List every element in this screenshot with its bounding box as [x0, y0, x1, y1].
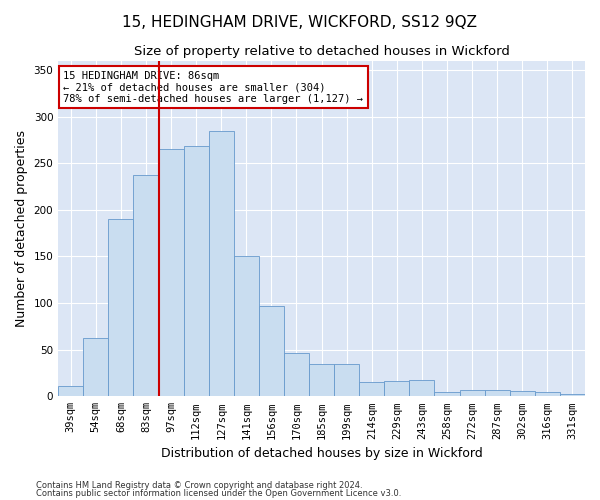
Bar [309, 364, 334, 396]
Title: Size of property relative to detached houses in Wickford: Size of property relative to detached ho… [134, 45, 509, 58]
Bar [158, 149, 184, 396]
Bar [284, 354, 309, 397]
Bar [234, 256, 259, 396]
Bar [359, 382, 385, 396]
Bar [409, 380, 434, 396]
Bar [460, 390, 485, 396]
Bar [259, 306, 284, 396]
Bar [184, 146, 209, 396]
Bar [109, 219, 133, 396]
X-axis label: Distribution of detached houses by size in Wickford: Distribution of detached houses by size … [161, 447, 482, 460]
Text: Contains HM Land Registry data © Crown copyright and database right 2024.: Contains HM Land Registry data © Crown c… [36, 480, 362, 490]
Bar [434, 392, 460, 396]
Y-axis label: Number of detached properties: Number of detached properties [15, 130, 28, 327]
Text: 15 HEDINGHAM DRIVE: 86sqm
← 21% of detached houses are smaller (304)
78% of semi: 15 HEDINGHAM DRIVE: 86sqm ← 21% of detac… [64, 70, 364, 104]
Text: Contains public sector information licensed under the Open Government Licence v3: Contains public sector information licen… [36, 489, 401, 498]
Bar [209, 130, 234, 396]
Bar [560, 394, 585, 396]
Bar [58, 386, 83, 396]
Text: 15, HEDINGHAM DRIVE, WICKFORD, SS12 9QZ: 15, HEDINGHAM DRIVE, WICKFORD, SS12 9QZ [122, 15, 478, 30]
Bar [133, 176, 158, 396]
Bar [385, 382, 409, 396]
Bar [535, 392, 560, 396]
Bar [334, 364, 359, 396]
Bar [83, 338, 109, 396]
Bar [510, 390, 535, 396]
Bar [485, 390, 510, 396]
